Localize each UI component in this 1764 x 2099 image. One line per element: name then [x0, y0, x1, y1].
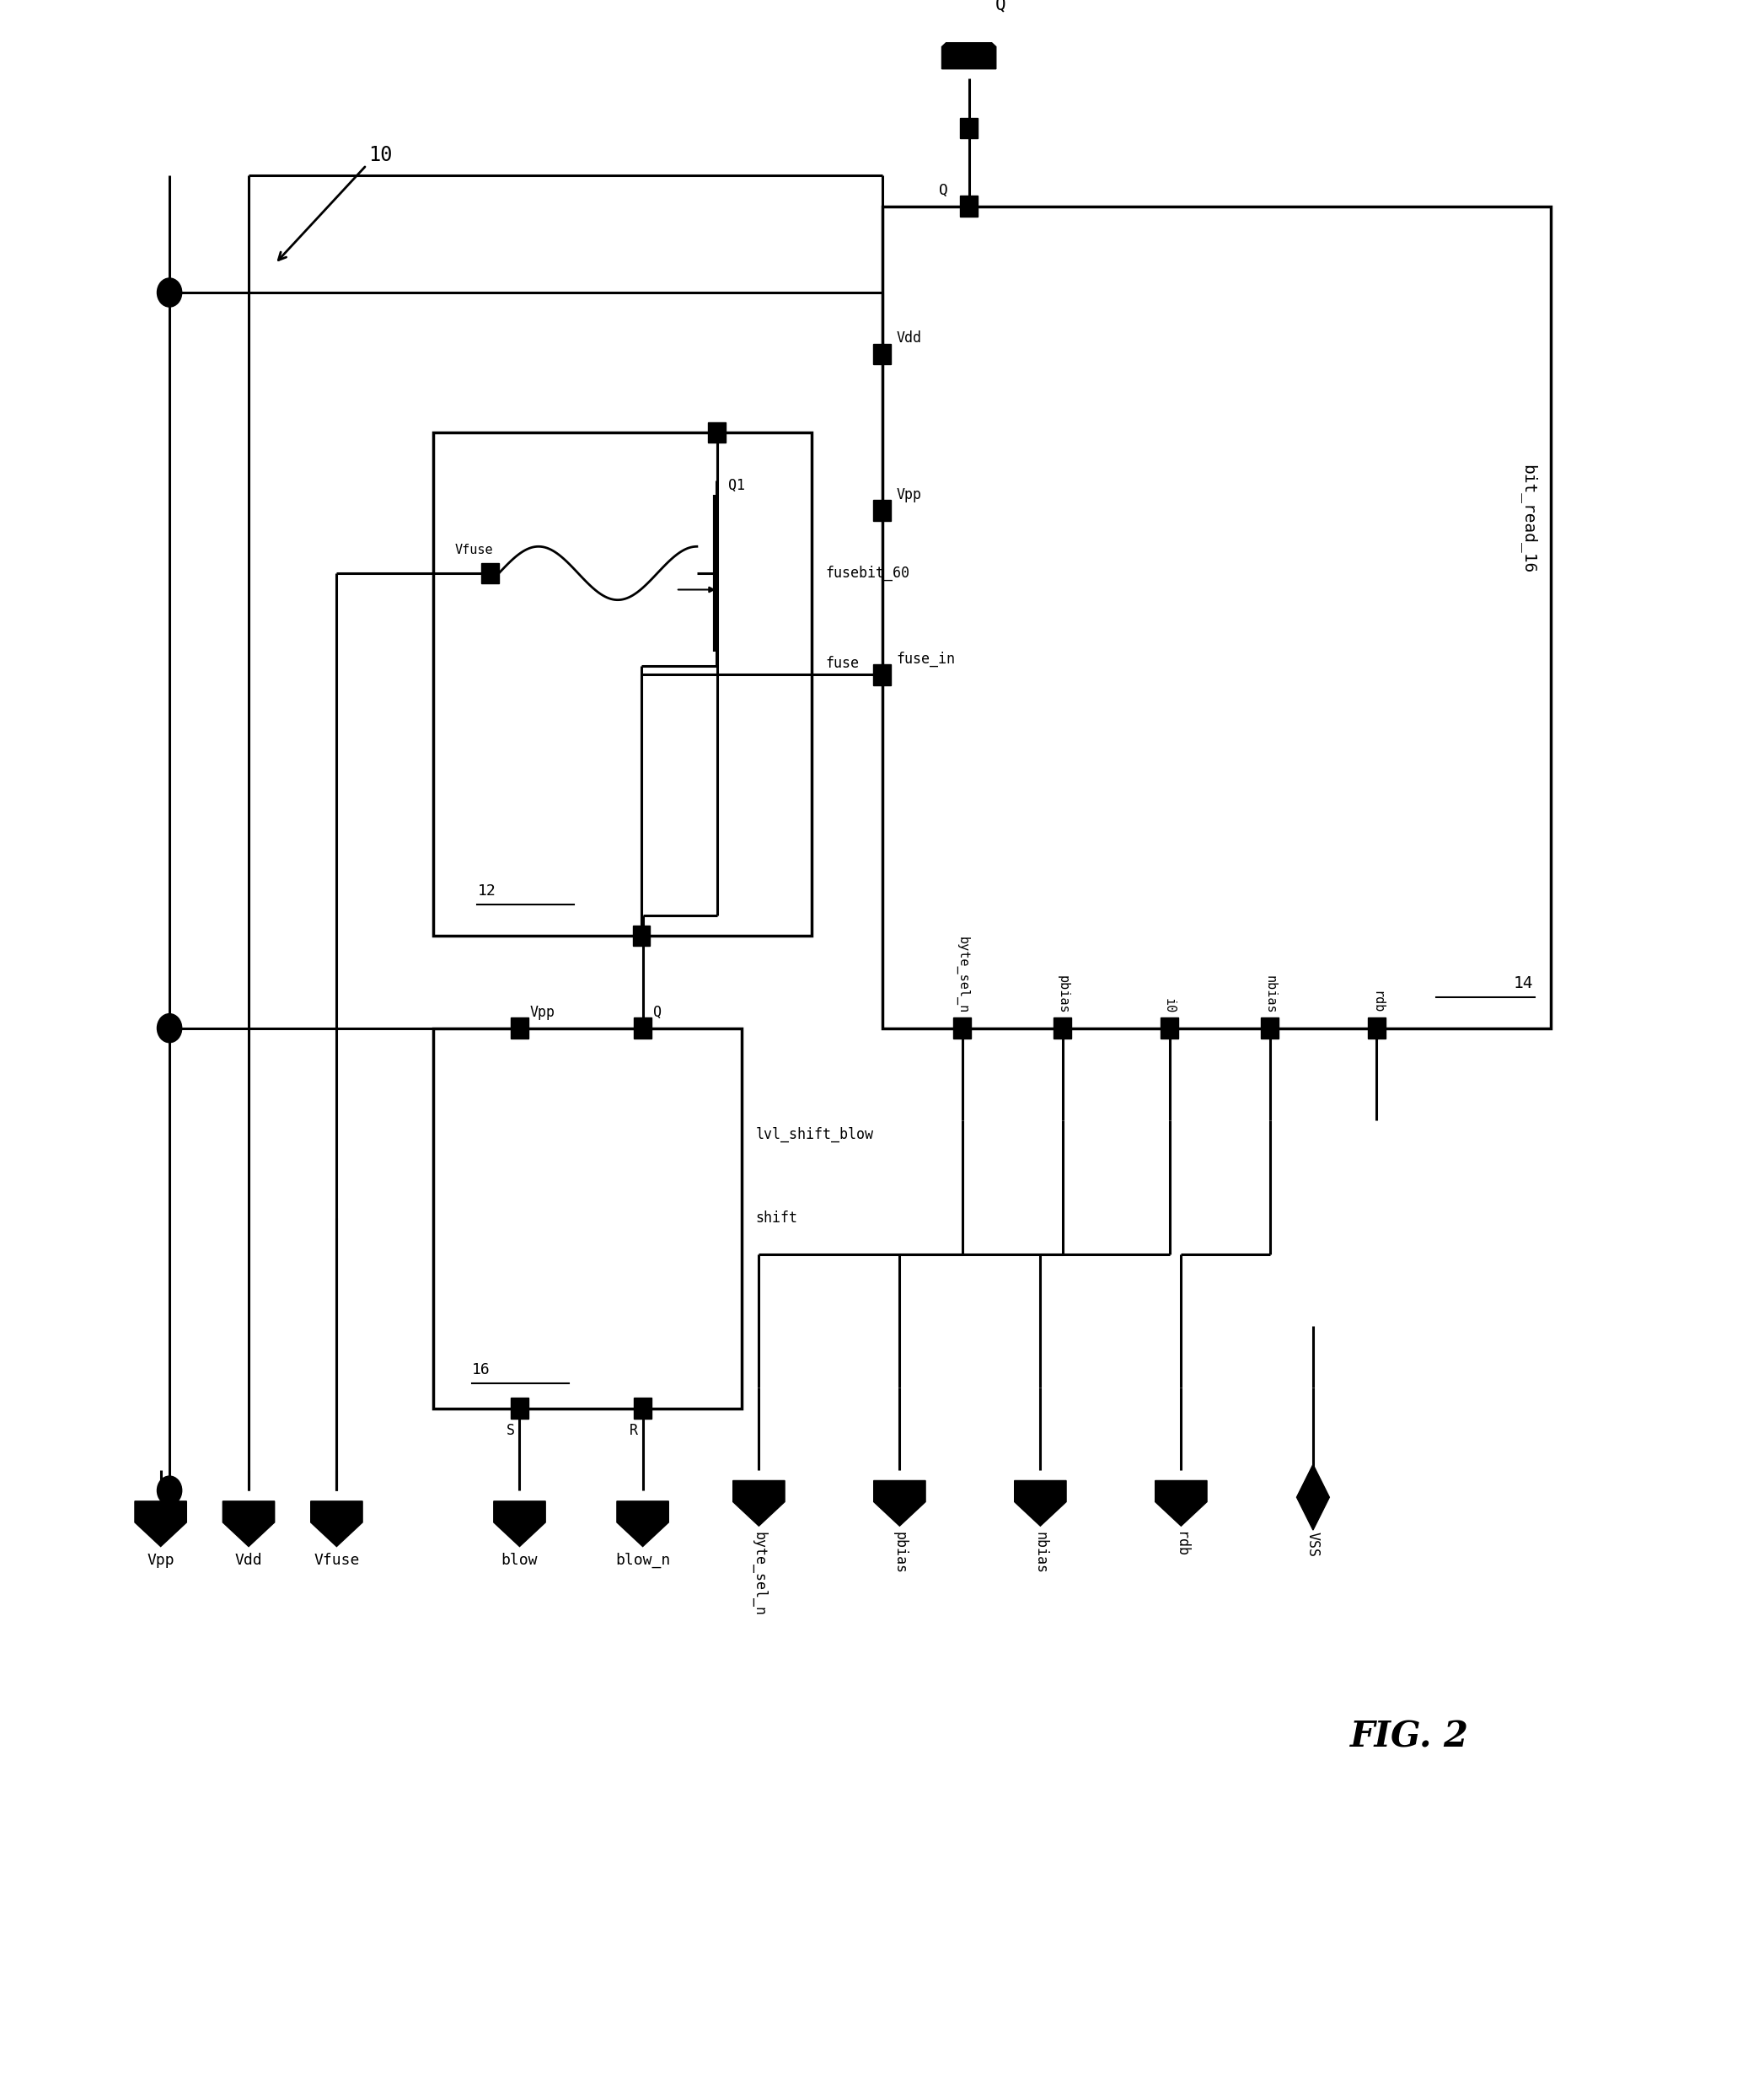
Text: FIG. 2: FIG. 2: [1351, 1719, 1469, 1755]
Text: Q: Q: [938, 183, 947, 197]
Polygon shape: [1297, 1465, 1330, 1530]
Text: Vpp: Vpp: [146, 1553, 175, 1568]
Polygon shape: [734, 1480, 785, 1526]
Circle shape: [157, 1014, 182, 1043]
Text: Vdd: Vdd: [896, 332, 921, 346]
Text: shift: shift: [755, 1211, 797, 1226]
Text: 10: 10: [369, 145, 393, 166]
Text: pbias: pbias: [893, 1532, 907, 1574]
Text: blow: blow: [501, 1553, 538, 1568]
Bar: [709, 422, 725, 443]
Text: Vpp: Vpp: [531, 1005, 556, 1020]
Bar: [960, 195, 977, 216]
Text: rdb: rdb: [1371, 991, 1383, 1014]
Bar: [960, 118, 977, 139]
Circle shape: [157, 1476, 182, 1505]
Text: byte_sel_n: byte_sel_n: [956, 936, 968, 1014]
Text: fusebit_60: fusebit_60: [826, 565, 910, 581]
Text: 16: 16: [473, 1362, 490, 1377]
Circle shape: [157, 279, 182, 306]
Bar: [873, 665, 891, 684]
Bar: [873, 500, 891, 521]
Text: byte_sel_n: byte_sel_n: [751, 1532, 767, 1616]
Text: i0: i0: [1162, 999, 1177, 1014]
Bar: [873, 344, 891, 365]
Bar: [434, 1029, 741, 1408]
Bar: [434, 432, 811, 936]
Text: fuse: fuse: [826, 657, 859, 672]
Text: fuse_in: fuse_in: [896, 651, 954, 667]
Bar: [633, 926, 651, 947]
Text: Vfuse: Vfuse: [314, 1553, 360, 1568]
Bar: [1053, 1018, 1071, 1039]
Bar: [633, 1398, 651, 1419]
Bar: [512, 1398, 529, 1419]
Text: 12: 12: [478, 884, 496, 898]
Text: Q: Q: [653, 1005, 662, 1020]
Polygon shape: [1155, 1480, 1207, 1526]
Polygon shape: [134, 1501, 187, 1547]
Text: nbias: nbias: [1263, 976, 1275, 1014]
Text: Vpp: Vpp: [896, 487, 921, 502]
Text: VSS: VSS: [1305, 1532, 1321, 1557]
Text: pbias: pbias: [1057, 976, 1069, 1014]
Polygon shape: [617, 1501, 669, 1547]
Polygon shape: [222, 1501, 275, 1547]
Bar: [1161, 1018, 1178, 1039]
Polygon shape: [942, 21, 997, 69]
Bar: [482, 563, 499, 584]
Bar: [633, 1018, 651, 1039]
Text: Vdd: Vdd: [235, 1553, 263, 1568]
Text: Vfuse: Vfuse: [455, 544, 492, 556]
Polygon shape: [873, 1480, 926, 1526]
Text: bit_read_16: bit_read_16: [1519, 464, 1536, 573]
Bar: [953, 1018, 970, 1039]
Bar: [1367, 1018, 1385, 1039]
Polygon shape: [494, 1501, 545, 1547]
Text: blow_n: blow_n: [616, 1553, 670, 1568]
Text: S: S: [506, 1423, 515, 1438]
Polygon shape: [310, 1501, 362, 1547]
Text: 14: 14: [1514, 976, 1533, 991]
Polygon shape: [1014, 1480, 1065, 1526]
Bar: [512, 1018, 529, 1039]
Bar: [1261, 1018, 1279, 1039]
Text: Q1: Q1: [729, 476, 744, 493]
Bar: [882, 206, 1551, 1029]
Text: rdb: rdb: [1173, 1532, 1189, 1557]
Text: lvl_shift_blow: lvl_shift_blow: [755, 1127, 873, 1142]
Text: R: R: [630, 1423, 639, 1438]
Text: nbias: nbias: [1032, 1532, 1048, 1574]
Text: Q: Q: [995, 0, 1005, 13]
